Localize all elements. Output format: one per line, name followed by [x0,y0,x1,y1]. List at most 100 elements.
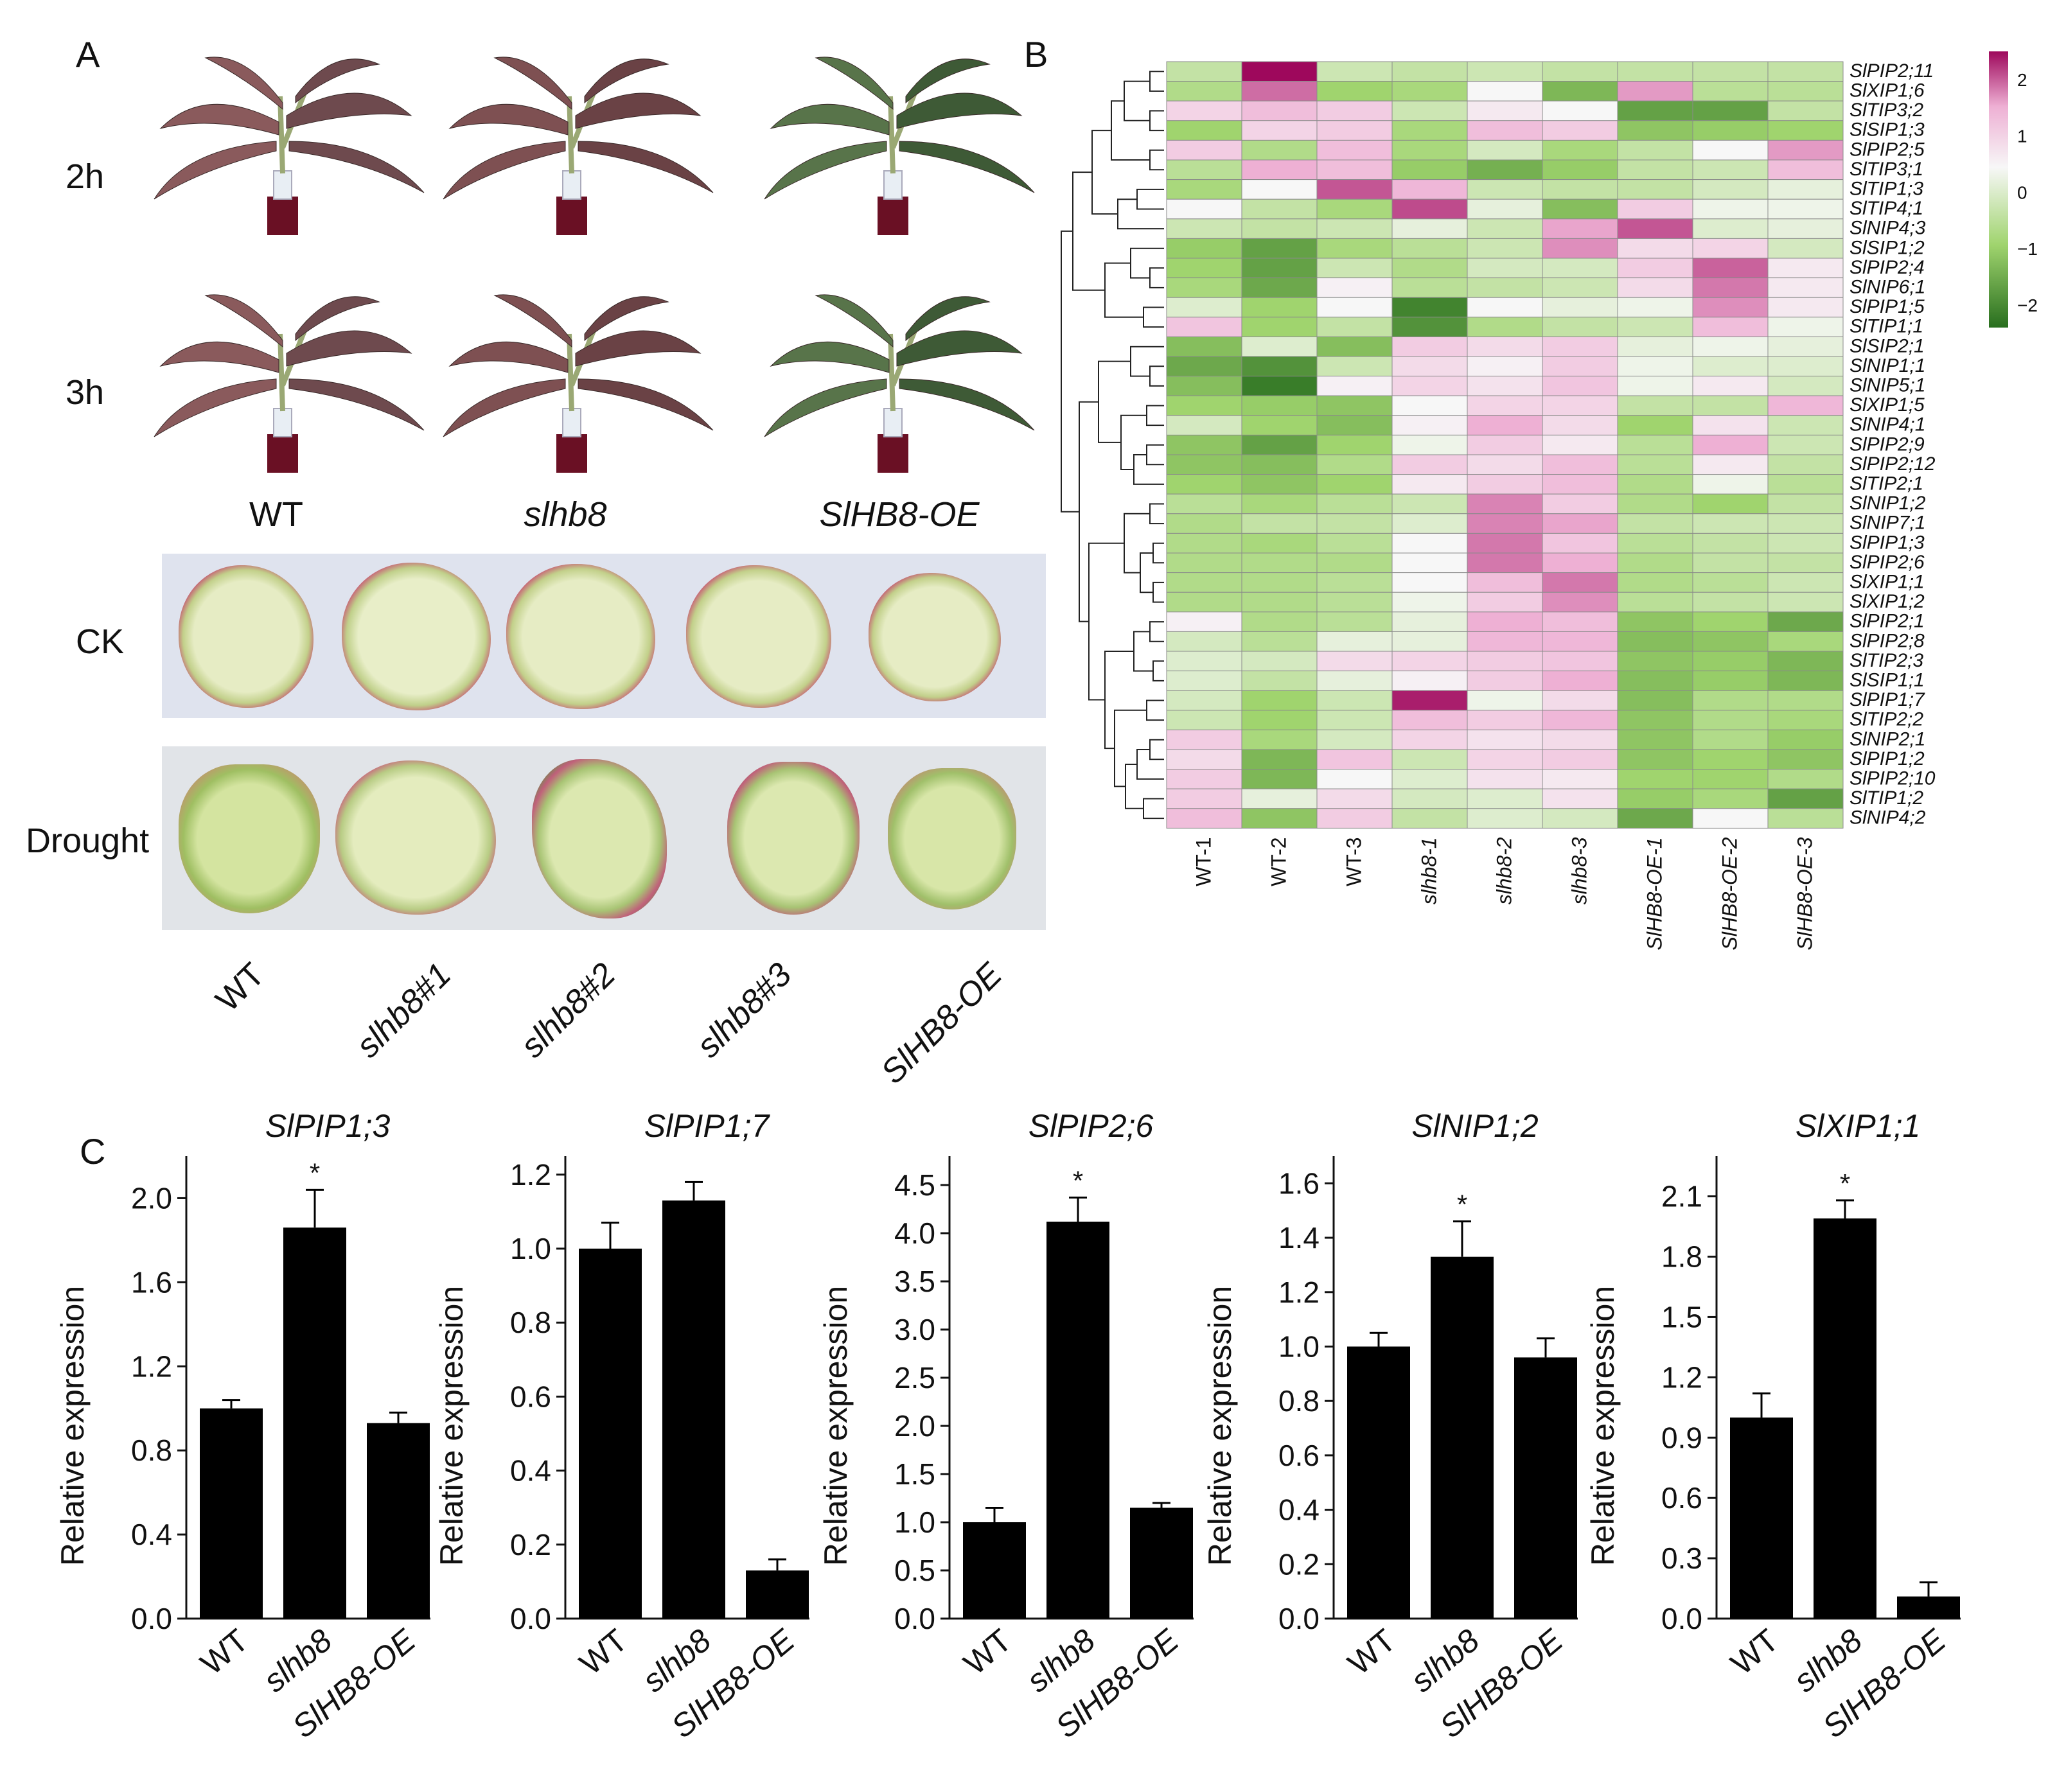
dendrogram-branch [1143,306,1164,328]
heatmap-cell [1767,61,1844,82]
section-label-slhb8-2: slhb8#2 [513,956,623,1066]
plant-leaf [575,330,702,367]
stem-section [506,564,655,709]
heatmap-cell [1692,493,1769,514]
significance-mark: * [1840,1168,1850,1199]
category-label: WT [1341,1622,1403,1682]
heatmap-cell [1692,572,1769,593]
bar [1347,1346,1410,1619]
bar [1431,1256,1494,1619]
y-tick-label: 0.4 [1278,1493,1320,1527]
gene-label: SlXIP1;5 [1850,394,1925,416]
dendrogram-branch [1146,405,1164,426]
plant-tube [883,170,903,200]
plant-leaf [584,296,669,342]
heatmap-cell [1391,258,1468,279]
plant-leaf [159,341,279,373]
heatmap-cell [1542,356,1618,377]
heatmap-cell [1391,179,1468,200]
bar [1730,1417,1793,1619]
heatmap-cell [1166,317,1242,337]
dendrogram-branch [1061,230,1079,513]
stem-section [686,565,831,708]
y-tick-label: 0.8 [131,1434,172,1467]
heatmap-cell [1316,493,1393,514]
drought-stem-sections [162,746,1046,930]
heatmap-cell [1316,277,1393,298]
y-tick-label: 1.0 [510,1232,551,1265]
heatmap-cell [1391,671,1468,691]
heatmap-cell [1391,788,1468,809]
heatmap-cell [1241,552,1318,574]
dendrogram-branch [1088,542,1124,701]
heatmap-cell [1692,454,1769,475]
chart-title: SlXIP1;1 [1796,1108,1921,1144]
dendrogram-branch [1098,360,1131,443]
heatmap-cell [1617,277,1693,298]
heatmap-cell [1467,631,1543,652]
y-axis-label: Relative expression [434,1286,470,1566]
heatmap-cell [1166,592,1242,613]
heatmap-cell [1692,81,1769,101]
dendrogram-branch [1136,188,1164,210]
heatmap-cell [1241,729,1318,750]
y-tick-label: 4.5 [894,1168,935,1202]
heatmap-cell [1767,474,1844,495]
heatmap-cell [1391,729,1468,750]
heatmap-cell [1166,671,1242,691]
gene-label: SlSIP1;3 [1850,119,1925,141]
heatmap-cell [1617,395,1693,416]
heatmap-cell [1767,238,1844,259]
heatmap-cell [1617,788,1693,809]
sample-label: WT-2 [1267,837,1291,886]
plant-tube [273,170,292,200]
plant-pot [556,434,587,473]
heatmap-cell [1767,198,1844,220]
heatmap-cell [1467,218,1543,239]
heatmap-cell [1241,159,1318,180]
bar [1046,1222,1109,1619]
heatmap-cell [1241,651,1318,672]
heatmap-cell [1617,631,1693,652]
heatmap-cell [1391,317,1468,337]
bar [963,1522,1026,1619]
heatmap-cell [1467,611,1543,632]
ck-stem-sections [162,554,1046,718]
y-tick-label: 3.0 [894,1313,935,1346]
heatmap-cell [1316,474,1393,495]
plant [443,294,714,473]
heatmap-cell [1166,493,1242,514]
bar-chart: 0.0 0.3 0.6 0.9 1.2 1.5 1.8 2.1 Relative express… [1585,1108,1961,1745]
heatmap-cell [1391,513,1468,534]
heatmap-cell [1692,474,1769,495]
heatmap-cell [1241,572,1318,593]
heatmap-cell [1767,120,1844,141]
heatmap-cell [1617,139,1693,161]
heatmap-cell [1617,238,1693,259]
y-tick-label: 0.8 [1278,1384,1320,1418]
heatmap-cell [1241,710,1318,730]
heatmap-cell [1241,513,1318,534]
heatmap-cell [1467,749,1543,770]
heatmap-cell [1617,454,1693,475]
y-tick-label: 0.0 [894,1602,935,1635]
section-label-slhb8-1: slhb8#1 [349,956,459,1066]
heatmap-cell [1241,198,1318,220]
heatmap-cell [1692,434,1769,455]
bar [200,1408,263,1619]
treatment-label-ck: CK [76,622,125,661]
heatmap-cell [1692,218,1769,239]
heatmap-cell [1166,376,1242,396]
plant-leaf [154,141,277,200]
dendrogram-branch [1072,171,1105,291]
heatmap-cell [1617,179,1693,200]
colorbar [1989,51,2008,328]
heatmap-cell [1692,651,1769,672]
heatmap-cell [1617,729,1693,750]
heatmap-cell [1542,769,1618,789]
y-tick-label: 1.4 [1278,1221,1320,1254]
qpcr-bar-charts: 0.0 0.4 0.8 1.2 1.6 2.0 Relative expression SlP… [55,1108,1961,1745]
y-tick-label: 0.0 [510,1602,551,1635]
heatmap-cell [1391,710,1468,730]
plant-stem [278,82,311,174]
